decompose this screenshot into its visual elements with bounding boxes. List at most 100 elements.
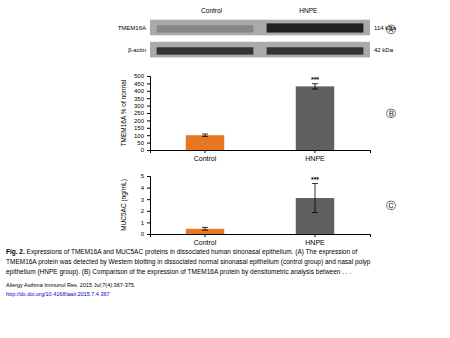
error-bar (312, 84, 318, 89)
y-tick-mark (147, 211, 150, 212)
caption: Fig. 2. Expressions of TMEM16A and MUC5A… (6, 248, 371, 297)
y-tick-label: 0 (141, 147, 145, 153)
y-tick: 5 (141, 173, 150, 179)
bar-panel: 0 1 2 3 4 5 Control HNPE MUC5AC (ng/mL) *** (120, 173, 371, 246)
y-tick-mark (147, 83, 150, 84)
y-tick: 0 (141, 231, 150, 237)
column-label: Control (201, 7, 223, 14)
y-tick: 400 (134, 88, 150, 94)
y-tick-label: 3 (141, 197, 145, 203)
y-axis-title: TMEM16A % of normal (120, 79, 127, 146)
significance-label: *** (311, 76, 319, 83)
y-tick: 450 (134, 81, 150, 87)
y-tick-mark (147, 113, 150, 114)
y-tick-mark (147, 150, 150, 151)
y-tick-label: 1 (141, 220, 145, 226)
y-tick-label: 50 (137, 140, 144, 146)
x-tick-label: Control (194, 239, 217, 246)
row-label: TMEM16A (118, 25, 146, 31)
x-tick: HNPE (305, 234, 325, 246)
y-tick-mark (147, 143, 150, 144)
error-bar-line (202, 227, 208, 230)
y-tick-label: 400 (134, 88, 145, 94)
y-tick-mark (147, 234, 150, 235)
caption-title: Fig. 2. (6, 248, 25, 256)
y-tick: 200 (134, 118, 150, 124)
y-tick-label: 200 (134, 118, 145, 124)
y-tick-mark (147, 98, 150, 99)
y-tick: 300 (134, 103, 150, 109)
row-label: β-actin (128, 47, 146, 53)
y-tick: 50 (137, 140, 150, 146)
x-tick: HNPE (305, 150, 325, 162)
error-bar (202, 134, 208, 136)
y-tick: 0 (141, 147, 150, 153)
y-tick: 150 (134, 125, 150, 131)
y-tick-mark (147, 176, 150, 177)
x-tick-mark (315, 234, 316, 237)
gel-band (157, 25, 254, 32)
significance-label: *** (311, 176, 319, 183)
bar-panel: 050100150200250300350400450500ControlHNP… (120, 73, 371, 162)
x-axis: Control HNPE (151, 150, 371, 162)
y-tick-label: 100 (134, 133, 145, 139)
y-axis-title: MUC5AC (ng/mL) (120, 179, 128, 231)
panel-label: Ⓐ (386, 24, 396, 35)
x-tick-label: HNPE (305, 239, 325, 246)
y-tick: 2 (141, 208, 150, 214)
blot-panel: ControlHNPETMEM16A114 kDaβ-actin42 kDa (118, 7, 397, 57)
y-tick-mark (147, 128, 150, 129)
gel-band (267, 23, 364, 32)
y-tick-mark (147, 91, 150, 92)
y-axis: 0 1 2 3 4 5 (141, 173, 151, 237)
y-tick-mark (147, 106, 150, 107)
caption-line: epithelium (HNPE group). (B) Comparison … (6, 268, 351, 276)
y-tick: 350 (134, 96, 150, 102)
y-tick-label: 150 (134, 125, 145, 131)
y-tick-mark (147, 135, 150, 136)
x-tick: Control (194, 150, 217, 162)
y-tick: 3 (141, 197, 150, 203)
y-tick-mark (147, 76, 150, 77)
figure: ControlHNPETMEM16A114 kDaβ-actin42 kDaⒶ0… (0, 0, 450, 338)
y-tick: 4 (141, 185, 150, 191)
x-tick-mark (315, 150, 316, 153)
source-line: Allergy Asthma Immunol Res. 2015 Jul;7(4… (6, 282, 136, 288)
gel-row (150, 42, 370, 58)
x-tick: Control (194, 234, 217, 246)
x-axis: Control HNPE (151, 234, 371, 246)
error-bar (202, 227, 208, 230)
bar (186, 135, 225, 150)
error-bar-line (312, 84, 318, 89)
caption-line: Expressions of TMEM16A and MUC5AC protei… (25, 248, 358, 256)
row-size-label: 42 kDa (374, 47, 394, 53)
y-axis-line (147, 177, 151, 235)
x-tick-mark (205, 150, 206, 153)
y-tick-label: 300 (134, 103, 145, 109)
error-bar-line (202, 134, 208, 136)
y-tick-label: 4 (141, 185, 145, 191)
y-tick: 500 (134, 73, 150, 79)
caption-line: TMEM16A protein was detected by Western … (6, 258, 371, 266)
x-axis-line (151, 151, 371, 154)
y-tick-label: 350 (134, 96, 145, 102)
column-label: HNPE (299, 7, 318, 14)
x-axis-line (151, 235, 371, 238)
y-tick-mark (147, 199, 150, 200)
gel-row (150, 20, 370, 36)
x-tick-label: Control (194, 155, 217, 162)
error-bar (312, 184, 318, 213)
x-tick-mark (205, 234, 206, 237)
y-tick-mark (147, 188, 150, 189)
y-axis-line (147, 77, 151, 151)
error-bar-line (312, 184, 318, 213)
y-tick-label: 5 (141, 173, 145, 179)
y-axis: 050100150200250300350400450500 (134, 73, 151, 153)
y-tick-mark (147, 222, 150, 223)
y-tick: 1 (141, 220, 150, 226)
plot-area (186, 184, 335, 234)
y-tick-label: 500 (134, 73, 145, 79)
y-tick-mark (147, 120, 150, 121)
gel-band (267, 47, 364, 54)
y-tick: 100 (134, 133, 150, 139)
